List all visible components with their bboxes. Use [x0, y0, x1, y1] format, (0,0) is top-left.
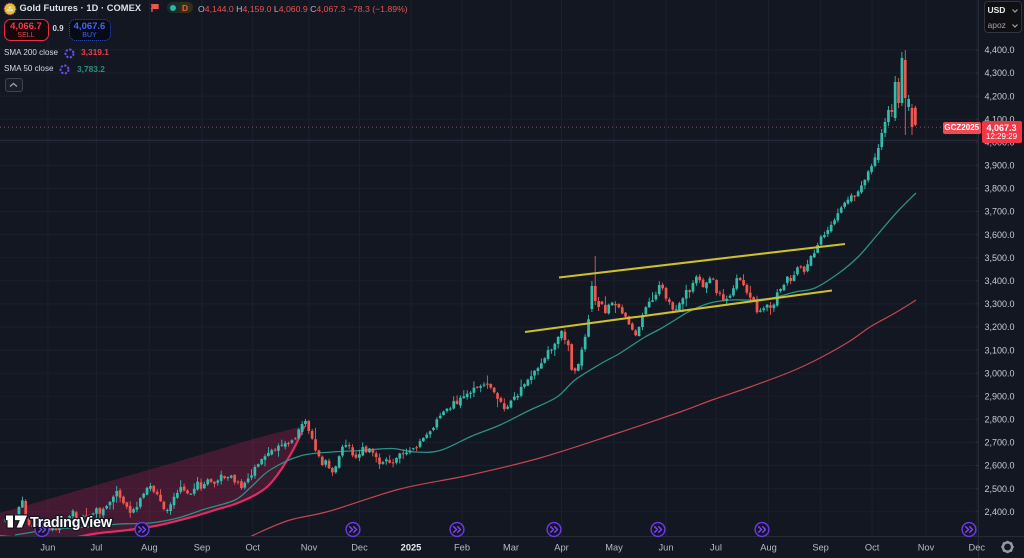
svg-text:4,200.0: 4,200.0	[984, 91, 1014, 101]
svg-text:3,000.0: 3,000.0	[984, 368, 1014, 378]
svg-text:2,600.0: 2,600.0	[984, 461, 1014, 471]
svg-text:Nov: Nov	[301, 543, 318, 553]
svg-text:3,300.0: 3,300.0	[984, 299, 1014, 309]
svg-text:2,800.0: 2,800.0	[984, 415, 1014, 425]
svg-text:May: May	[605, 543, 623, 553]
svg-text:2,500.0: 2,500.0	[984, 484, 1014, 494]
svg-text:3,700.0: 3,700.0	[984, 207, 1014, 217]
svg-text:TradingView: TradingView	[30, 515, 113, 531]
svg-text:Dec: Dec	[969, 543, 986, 553]
svg-text:Oct: Oct	[865, 543, 880, 553]
svg-text:4,000.0: 4,000.0	[984, 138, 1014, 148]
svg-text:Nov: Nov	[918, 543, 935, 553]
svg-text:3,400.0: 3,400.0	[984, 276, 1014, 286]
svg-text:4,400.0: 4,400.0	[984, 45, 1014, 55]
svg-text:Jul: Jul	[710, 543, 722, 553]
svg-text:4,300.0: 4,300.0	[984, 68, 1014, 78]
svg-text:3,500.0: 3,500.0	[984, 253, 1014, 263]
svg-text:Sep: Sep	[812, 543, 829, 553]
svg-text:2,700.0: 2,700.0	[984, 438, 1014, 448]
svg-text:3,600.0: 3,600.0	[984, 230, 1014, 240]
svg-text:Apr: Apr	[554, 543, 568, 553]
svg-text:2,900.0: 2,900.0	[984, 391, 1014, 401]
svg-text:Jun: Jun	[659, 543, 674, 553]
svg-text:2,400.0: 2,400.0	[984, 507, 1014, 517]
svg-text:Jul: Jul	[90, 543, 102, 553]
svg-text:Sep: Sep	[194, 543, 211, 553]
svg-text:Feb: Feb	[454, 543, 470, 553]
svg-text:Mar: Mar	[503, 543, 519, 553]
svg-text:3,200.0: 3,200.0	[984, 322, 1014, 332]
svg-text:3,100.0: 3,100.0	[984, 345, 1014, 355]
svg-text:2025: 2025	[401, 543, 422, 553]
svg-text:Aug: Aug	[141, 543, 158, 553]
svg-text:Jun: Jun	[40, 543, 55, 553]
svg-text:3,900.0: 3,900.0	[984, 161, 1014, 171]
svg-text:4,100.0: 4,100.0	[984, 114, 1014, 124]
svg-text:Dec: Dec	[351, 543, 368, 553]
svg-text:Oct: Oct	[245, 543, 260, 553]
svg-text:3,800.0: 3,800.0	[984, 184, 1014, 194]
svg-text:Aug: Aug	[760, 543, 777, 553]
